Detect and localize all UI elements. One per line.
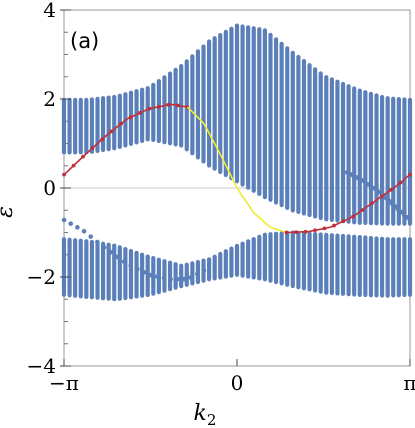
panel-label: (a) — [70, 29, 99, 53]
edge-line-marker — [147, 106, 152, 111]
edge-dot — [148, 272, 153, 278]
edge-dot — [108, 249, 114, 255]
edge-dot — [81, 228, 87, 234]
edge-line-marker — [81, 154, 85, 159]
x-axis-label-main: k — [194, 401, 207, 426]
edge-line-marker — [71, 163, 76, 168]
x-axis-label: k2 — [194, 401, 217, 428]
edge-line-marker — [100, 137, 104, 142]
edge-dot — [383, 195, 389, 201]
edge-dot — [61, 217, 67, 223]
x-tick-label: −π — [49, 371, 79, 395]
edge-dot — [404, 215, 410, 220]
axis-ticks: 4 2 0 −2 −4−π 0 π — [27, 0, 415, 395]
edge-dot — [68, 221, 74, 226]
edge-dot — [188, 275, 193, 280]
edge-dot — [88, 234, 94, 239]
edge-line-marker — [408, 172, 412, 177]
x-tick-label: 0 — [231, 371, 244, 395]
edge-line-marker — [119, 121, 123, 126]
edge-line-marker — [90, 146, 95, 150]
edge-line-marker — [351, 214, 355, 219]
edge-dot — [115, 254, 120, 260]
edge-line-3 — [284, 172, 412, 235]
edge-dot — [141, 270, 147, 275]
y-tick-label: 2 — [43, 87, 56, 111]
y-axis-label: ε — [0, 206, 18, 218]
edge-line-marker — [303, 229, 308, 234]
edge-line-path — [186, 106, 287, 234]
edge-line-marker — [398, 180, 403, 185]
y-tick-label: 4 — [43, 0, 56, 22]
edge-line-marker — [128, 115, 133, 120]
edge-line-marker — [379, 194, 384, 199]
edge-line-marker — [341, 219, 346, 224]
edge-line-marker — [322, 226, 327, 231]
edge-line-marker — [176, 103, 180, 108]
edge-line-marker — [360, 208, 365, 212]
edge-dot — [155, 274, 160, 279]
edge-dot — [395, 206, 401, 212]
edge-dot — [386, 198, 392, 204]
band-1 — [61, 23, 413, 226]
edge-dot — [161, 275, 167, 281]
edge-line-marker — [389, 187, 393, 192]
edge-dot — [201, 268, 207, 273]
y-tick-label: −2 — [27, 265, 56, 289]
y-tick-label: 0 — [43, 176, 56, 200]
edge-dot — [377, 190, 383, 195]
edge-line-marker — [294, 230, 298, 235]
edge-dot — [135, 266, 140, 272]
edge-dot — [175, 276, 180, 282]
data-layer — [61, 23, 413, 302]
edge-line-marker — [166, 102, 171, 107]
edge-line-2 — [186, 106, 287, 234]
edge-dot — [95, 239, 100, 245]
band-2 — [61, 230, 413, 302]
edge-dot — [181, 276, 187, 282]
edge-dot — [101, 245, 107, 250]
edge-dots-1 — [61, 217, 207, 282]
x-tick-label: π — [403, 371, 415, 395]
edge-dot — [121, 259, 127, 264]
edge-line-marker — [370, 201, 374, 206]
edge-dot — [398, 209, 404, 215]
edge-dot — [194, 271, 200, 277]
edge-dot — [392, 204, 398, 209]
edge-dot — [407, 217, 413, 223]
edge-line-marker — [332, 223, 336, 228]
x-axis-label-subscript: 2 — [207, 411, 217, 428]
edge-line-marker — [138, 111, 142, 115]
edge-line-marker — [157, 104, 161, 109]
edge-line-marker — [109, 129, 114, 134]
edge-line-marker — [62, 172, 66, 177]
edge-dot — [168, 276, 173, 282]
edge-line-marker — [284, 230, 289, 235]
edge-dot — [389, 201, 395, 206]
edge-dot — [75, 225, 80, 230]
y-tick-label: −4 — [27, 354, 56, 378]
edge-dot — [401, 212, 407, 217]
edge-line-marker — [313, 228, 317, 233]
edge-line-1 — [62, 102, 190, 177]
edge-dot — [128, 263, 133, 268]
